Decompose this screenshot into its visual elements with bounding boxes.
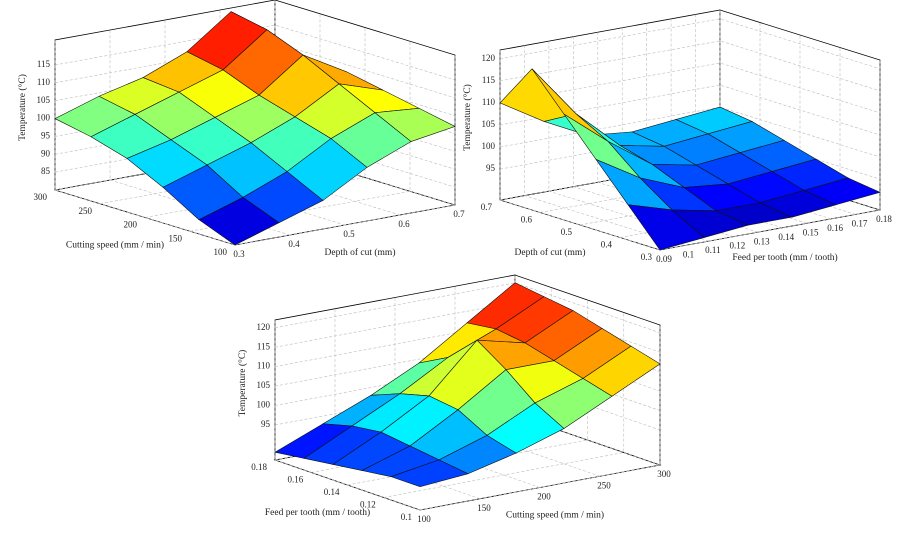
surface-cell <box>627 204 705 251</box>
z-tick-label: 85 <box>41 166 51 176</box>
z-tick-label: 120 <box>257 322 271 332</box>
grid-line <box>54 40 236 246</box>
grid-line <box>499 40 881 92</box>
x-axis-label: Feed per tooth (mm / tooth) <box>732 252 837 263</box>
x-tick-label: 0.16 <box>827 223 843 233</box>
y-tick-label: 100 <box>214 247 228 257</box>
y-tick-label: 200 <box>124 220 138 230</box>
z-tick-label: 115 <box>482 75 496 85</box>
y-tick-label: 250 <box>79 206 93 216</box>
z-tick-label: 90 <box>41 148 51 158</box>
z-tick-label: 100 <box>37 113 51 123</box>
y-tick-label: 150 <box>169 233 183 243</box>
z-axis-label: Temperature (°C) <box>17 74 28 141</box>
x-tick-label: 0.11 <box>705 245 720 255</box>
y-tick-label: 0.7 <box>481 202 493 212</box>
grid-line <box>219 10 401 216</box>
z-tick-label: 95 <box>486 163 496 173</box>
z-tick-label: 120 <box>482 53 496 63</box>
y-tick-label: 0.3 <box>641 252 653 262</box>
z-tick-label: 110 <box>257 361 271 371</box>
x-tick-label: 0.7 <box>453 209 465 219</box>
z-tick-label: 100 <box>482 141 496 151</box>
x-tick-label: 250 <box>597 480 611 490</box>
surface-plot: 0.09 0.1 0.11 0.12 0.13 0.14 0.15 0.16 0.17 0.18 0… <box>462 9 892 264</box>
grid-line <box>499 18 881 70</box>
x-tick-label: 200 <box>537 492 551 502</box>
surface-cell <box>390 459 469 487</box>
z-tick-label: 105 <box>37 95 51 105</box>
z-tick-label: 110 <box>482 97 496 107</box>
z-tick-label: 115 <box>37 59 51 69</box>
z-axis-label: Temperature (°C) <box>462 84 473 151</box>
z-tick-label: 105 <box>482 119 496 129</box>
x-tick-label: 0.12 <box>729 241 745 251</box>
x-tick-label: 150 <box>477 503 491 513</box>
z-tick-label: 100 <box>257 400 271 410</box>
y-tick-label: 300 <box>34 192 48 202</box>
x-tick-label: 0.09 <box>656 254 672 264</box>
grid-line <box>499 84 881 136</box>
z-tick-label: 95 <box>261 419 271 429</box>
y-tick-label: 0.12 <box>360 500 376 510</box>
y-tick-label: 0.16 <box>288 475 304 485</box>
y-axis-label: Feed per tooth (mm / tooth) <box>265 507 370 518</box>
z-tick-label: 105 <box>257 380 271 390</box>
z-tick-label: 110 <box>37 77 51 87</box>
x-tick-label: 0.14 <box>778 232 794 242</box>
x-tick-label: 0.18 <box>876 214 892 224</box>
y-axis-label: Depth of cut (mm) <box>515 247 586 258</box>
surface-plot: 0.3 0.4 0.5 0.6 0.7 100 150 200 250 300 85 90 95 100 1… <box>17 0 465 259</box>
surface-plot: 100 150 200 250 300 0.1 0.12 0.14 0.16 0.18 95 100 1… <box>237 274 671 524</box>
x-tick-label: 0.13 <box>754 236 770 246</box>
y-tick-label: 0.14 <box>324 487 340 497</box>
x-tick-label: 300 <box>657 469 671 479</box>
x-tick-label: 0.6 <box>398 219 410 229</box>
grid-line <box>274 282 661 334</box>
surface-cell <box>198 197 280 246</box>
grid-line <box>499 62 881 114</box>
x-tick-label: 100 <box>417 514 431 524</box>
grid-line <box>274 0 456 206</box>
y-axis-label: Cutting speed (mm / min) <box>66 240 164 251</box>
x-axis-label: Depth of cut (mm) <box>325 247 396 258</box>
y-tick-label: 0.5 <box>561 227 573 237</box>
y-tick-label: 0.18 <box>251 462 267 472</box>
x-tick-label: 0.1 <box>683 250 694 260</box>
grid-line <box>499 106 881 158</box>
x-tick-label: 0.15 <box>803 227 819 237</box>
y-tick-label: 0.6 <box>521 215 533 225</box>
z-tick-label: 95 <box>41 130 51 140</box>
x-tick-label: 0.17 <box>852 219 868 229</box>
y-tick-label: 0.4 <box>601 240 613 250</box>
x-axis-label: Cutting speed (mm / min) <box>506 510 604 521</box>
x-tick-label: 0.3 <box>233 249 245 259</box>
x-tick-label: 0.5 <box>343 229 355 239</box>
grid-line <box>499 128 881 180</box>
y-tick-label: 0.1 <box>401 512 412 522</box>
x-tick-label: 0.4 <box>288 239 300 249</box>
z-tick-label: 115 <box>257 341 271 351</box>
z-axis-label: Temperature (°C) <box>237 350 248 417</box>
